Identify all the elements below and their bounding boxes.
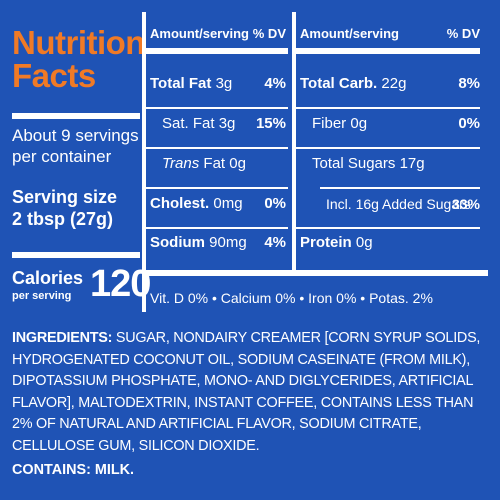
ingredients-text: SUGAR, NONDAIRY CREAMER [CORN SYRUP SOLI… — [12, 330, 481, 454]
nutrient-dv: 15% — [255, 115, 286, 132]
nutrient-name: Sat. Fat — [162, 115, 215, 132]
nutrient-amount: 3g — [215, 75, 233, 92]
nutrient-name-suffix: Fat — [203, 155, 226, 172]
nutrient-amount: 17g — [399, 155, 425, 172]
ingredients-label: INGREDIENTS: — [12, 330, 113, 346]
nutrient-dv: 4% — [264, 75, 286, 92]
nutrient-amount: 0g — [229, 155, 246, 172]
nutrient-row: Trans Fat 0g — [150, 155, 286, 173]
nutrient-amount: 0g — [355, 234, 373, 251]
divider — [320, 187, 480, 189]
nutrient-name: Protein — [300, 234, 352, 251]
column-separator — [142, 12, 146, 312]
column-separator — [292, 12, 296, 274]
nutrition-summary-column: Nutrition Facts About 9 servings per con… — [12, 12, 151, 312]
servings-line-2: per container — [12, 147, 112, 166]
divider — [296, 147, 480, 149]
nutrient-dv: 8% — [458, 75, 480, 92]
nutrient-dv: 0% — [264, 195, 286, 212]
nutrient-row: Sodium 90mg 4% — [150, 234, 286, 252]
serving-size-value: 2 tbsp (27g) — [12, 209, 114, 229]
calories-sublabel: per serving — [12, 290, 72, 302]
nutrient-dv: 33% — [451, 196, 480, 212]
nutrient-row: Protein 0g — [300, 234, 480, 252]
nutrient-row: Incl. 16g Added Sugars 33% — [300, 195, 480, 213]
title-line-1: Nutrition — [12, 24, 145, 61]
divider — [142, 147, 288, 149]
vitamins-minerals: Vit. D 0% • Calcium 0% • Iron 0% • Potas… — [150, 290, 433, 306]
divider — [142, 270, 488, 276]
nutrient-name: Incl. 16g Added Sugars — [326, 196, 471, 212]
divider — [142, 227, 288, 229]
column-header: Amount/serving % DV — [300, 26, 480, 42]
nutrient-name: Sodium — [150, 234, 205, 251]
divider — [12, 252, 140, 258]
divider — [296, 227, 480, 229]
nutrient-name: Cholest. — [150, 195, 210, 212]
column-header: Amount/serving % DV — [150, 26, 286, 42]
nutrient-dv: 4% — [264, 234, 286, 251]
nutrient-name: Fiber — [312, 115, 347, 132]
divider — [12, 113, 140, 119]
amount-header: Amount/serving — [150, 26, 249, 41]
nutrient-amount: 0mg — [213, 195, 243, 212]
divider — [296, 107, 480, 109]
calories-label: Calories — [12, 268, 84, 288]
nutrient-amount: 0g — [350, 115, 368, 132]
divider — [142, 48, 288, 54]
nutrient-row: Cholest. 0mg 0% — [150, 195, 286, 213]
servings-per-container: About 9 servings per container — [12, 125, 142, 167]
nutrient-name: Total Fat — [150, 75, 212, 92]
nutrient-name: Total Sugars — [312, 155, 396, 172]
nutrient-row: Total Carb. 22g 8% — [300, 75, 480, 93]
nutrient-row: Total Fat 3g 4% — [150, 75, 286, 93]
servings-line-1: About 9 servings — [12, 126, 139, 145]
nutrition-facts-panel: Nutrition Facts About 9 servings per con… — [12, 12, 488, 312]
nutrient-amount: 90mg — [209, 234, 247, 251]
nutrient-row: Fiber 0g 0% — [300, 115, 480, 133]
ingredients-statement: INGREDIENTS: SUGAR, NONDAIRY CREAMER [CO… — [12, 328, 492, 458]
nutrient-amount: 3g — [218, 115, 236, 132]
serving-size-label: Serving size — [12, 187, 118, 207]
divider — [296, 48, 480, 54]
dv-header: % DV — [446, 26, 480, 41]
title-line-2: Facts — [12, 57, 96, 94]
nutrient-row: Sat. Fat 3g 15% — [150, 115, 286, 133]
nutrition-facts-title: Nutrition Facts — [12, 24, 145, 94]
nutrient-dv: 0% — [458, 115, 480, 132]
divider — [142, 107, 288, 109]
amount-header: Amount/serving — [300, 26, 399, 41]
nutrient-name: Total Carb. — [300, 75, 378, 92]
nutrient-row: Total Sugars 17g — [300, 155, 480, 173]
nutrient-amount: 22g — [381, 75, 407, 92]
allergen-statement: CONTAINS: MILK. — [12, 462, 135, 478]
divider — [142, 187, 288, 189]
calories-value: 120 — [90, 263, 151, 305]
serving-size: Serving size 2 tbsp (27g) — [12, 186, 142, 230]
dv-header: % DV — [252, 26, 286, 41]
nutrient-name: Trans — [162, 155, 200, 172]
